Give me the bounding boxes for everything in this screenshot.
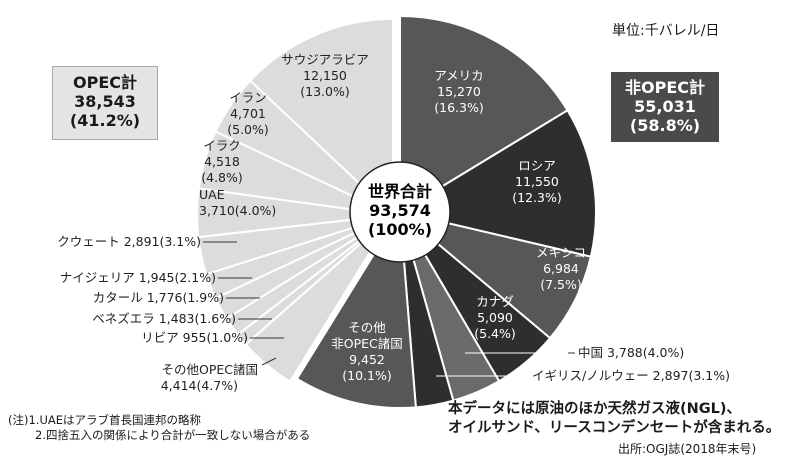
center-title: 世界合計	[368, 182, 432, 201]
slice-label: (7.5%)	[540, 277, 582, 292]
slice-label: (13.0%)	[300, 84, 349, 99]
slice-label: 9,452	[349, 352, 385, 367]
slice-label: サウジアラビア	[281, 52, 369, 67]
slice-label: アメリカ	[434, 68, 483, 83]
center-circle	[349, 161, 451, 263]
data-note-line-2: オイルサンド、リースコンデンセートが含まれる。	[448, 420, 781, 436]
slice-label: 中国 3,788(4.0%)	[578, 345, 684, 360]
pie-slice	[248, 17, 394, 218]
slice-label: 15,270	[437, 84, 481, 99]
slice-label: イギリス/ノルウェー 2,897(3.1%)	[532, 368, 730, 383]
pie-slice	[399, 14, 569, 214]
opec-total-title: OPEC計	[72, 73, 137, 92]
slice-label: 4,701	[230, 106, 266, 121]
slice-label: 4,518	[204, 154, 240, 169]
slice-label: (16.3%)	[434, 100, 483, 115]
nonopec-total-pct: (58.8%)	[629, 116, 701, 135]
center-value: 93,574	[369, 201, 431, 220]
slice-label: 6,984	[543, 261, 579, 276]
slice-label: 非OPEC諸国	[331, 336, 403, 351]
opec-total-value: 38,543	[74, 92, 136, 111]
nonopec-total-title: 非OPEC計	[624, 78, 705, 97]
nonopec-total-value: 55,031	[634, 97, 696, 116]
slice-label: その他	[348, 320, 386, 335]
slice-label: UAE	[199, 187, 225, 202]
pie-slice	[295, 208, 417, 409]
slice-label: (4.8%)	[201, 170, 243, 185]
slice-label: ベネズエラ 1,483(1.6%)	[92, 311, 236, 326]
leader-lines	[203, 241, 575, 377]
slice-label: イラン	[229, 90, 267, 105]
slice-label: 4,414(4.7%)	[161, 378, 238, 393]
center-label: 世界合計 93,574 (100%)	[349, 161, 451, 263]
slice-label: 12,150	[303, 68, 347, 83]
slice-label: カタール 1,776(1.9%)	[93, 290, 224, 305]
slice-label: ロシア	[518, 158, 556, 173]
leader-line	[261, 357, 277, 366]
slice-label: 5,090	[477, 310, 513, 325]
slice-label: 3,710(4.0%)	[199, 203, 276, 218]
footnote-2: 2.四捨五入の関係により合計が一致しない場合がある	[35, 428, 311, 442]
data-note-line-1: 本データには原油のほか天然ガス液(NGL)、	[448, 401, 742, 417]
opec-total-box: OPEC計 38,543 (41.2%)	[52, 66, 158, 140]
slice-label: イラク	[203, 138, 241, 153]
slice-label: その他OPEC諸国	[161, 362, 258, 377]
slice-label: メキシコ	[536, 245, 586, 260]
slice-label: リビア 955(1.0%)	[141, 330, 248, 345]
slice-label: (5.4%)	[474, 326, 516, 341]
slice-label: ナイジェリア 1,945(2.1%)	[60, 270, 216, 285]
slice-label: (12.3%)	[512, 190, 561, 205]
nonopec-total-box: 非OPEC計 55,031 (58.8%)	[611, 72, 719, 142]
data-note: 本データには原油のほか天然ガス液(NGL)、 オイルサンド、リースコンデンセート…	[448, 400, 780, 438]
slice-label: (10.1%)	[342, 368, 391, 383]
slice-label: 11,550	[515, 174, 559, 189]
footnote-1: (注)1.UAEはアラブ首長国連邦の略称	[8, 413, 201, 427]
footnotes: (注)1.UAEはアラブ首長国連邦の略称 2.四捨五入の関係により合計が一致しな…	[8, 413, 310, 443]
slice-label: クウェート 2,891(3.1%)	[57, 234, 201, 249]
opec-total-pct: (41.2%)	[69, 111, 141, 130]
slice-label: カナダ	[476, 294, 514, 309]
source-credit: 出所:OGJ誌(2018年末号)	[618, 442, 757, 456]
unit-label: 単位:千バレル/日	[612, 23, 720, 39]
center-pct: (100%)	[368, 220, 432, 239]
slice-label: (5.0%)	[227, 122, 269, 137]
